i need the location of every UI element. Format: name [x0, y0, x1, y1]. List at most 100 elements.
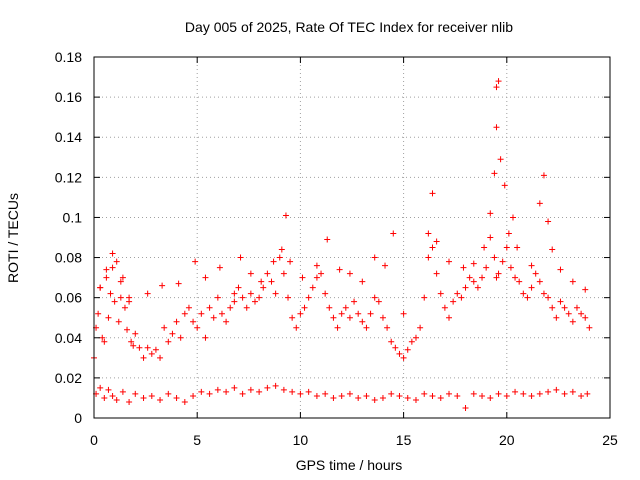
y-tick-label: 0.06	[55, 290, 82, 306]
data-point	[479, 392, 486, 399]
data-point	[247, 386, 254, 393]
data-point	[231, 298, 238, 305]
data-point	[297, 310, 304, 317]
x-tick-label: 15	[396, 432, 412, 448]
data-point	[109, 264, 116, 271]
data-point	[132, 330, 139, 337]
data-point	[101, 338, 108, 345]
y-tick-label: 0.1	[63, 209, 83, 225]
axes: 0 0.02 0.04 0.06 0.08 0.1 0.12 0.14 0.16 0.18 0 5 10…	[55, 49, 618, 448]
data-point	[330, 314, 337, 321]
data-point	[516, 278, 523, 285]
data-point	[359, 278, 366, 285]
data-point	[497, 156, 504, 163]
data-point	[371, 254, 378, 261]
data-point	[227, 304, 234, 311]
data-point	[140, 394, 147, 401]
data-point	[549, 304, 556, 311]
data-point	[268, 278, 275, 285]
data-point	[495, 270, 502, 277]
data-point	[514, 244, 521, 251]
data-point	[421, 294, 428, 301]
data-point	[532, 270, 539, 277]
y-tick-label: 0.16	[55, 89, 82, 105]
data-point	[493, 84, 500, 91]
data-point	[119, 388, 126, 395]
data-point	[231, 290, 238, 297]
data-point	[239, 390, 246, 397]
data-point	[417, 324, 424, 331]
data-point	[239, 294, 246, 301]
data-point	[505, 230, 512, 237]
data-point	[223, 318, 230, 325]
data-point	[272, 290, 279, 297]
y-tick-label: 0.18	[55, 49, 82, 65]
data-point	[144, 344, 151, 351]
data-point	[148, 392, 155, 399]
data-point	[474, 284, 481, 291]
data-point	[462, 284, 469, 291]
data-point	[299, 274, 306, 281]
data-point	[144, 290, 151, 297]
data-point	[454, 392, 461, 399]
data-point	[371, 294, 378, 301]
data-point	[565, 310, 572, 317]
data-point	[285, 294, 292, 301]
data-point	[540, 172, 547, 179]
data-point	[157, 396, 164, 403]
data-point	[289, 388, 296, 395]
data-point	[569, 388, 576, 395]
data-point	[289, 314, 296, 321]
data-point	[470, 260, 477, 267]
x-axis-label: GPS time / hours	[296, 457, 403, 473]
data-point	[450, 298, 457, 305]
data-point	[491, 254, 498, 261]
x-tick-label: 20	[499, 432, 515, 448]
data-point	[390, 230, 397, 237]
data-point	[192, 258, 199, 265]
data-point	[400, 310, 407, 317]
data-point	[165, 338, 172, 345]
y-tick-label: 0.02	[55, 370, 82, 386]
data-point	[437, 394, 444, 401]
data-point	[557, 298, 564, 305]
data-point	[342, 304, 349, 311]
data-point	[421, 390, 428, 397]
data-point	[433, 238, 440, 245]
data-point	[351, 298, 358, 305]
data-point	[159, 282, 166, 289]
data-point	[400, 354, 407, 361]
y-tick-label: 0	[74, 410, 82, 426]
data-point	[305, 294, 312, 301]
data-point	[429, 392, 436, 399]
data-point	[330, 394, 337, 401]
data-point	[124, 326, 131, 333]
data-point	[264, 384, 271, 391]
data-point	[194, 324, 201, 331]
data-point	[202, 274, 209, 281]
data-point	[545, 218, 552, 225]
data-point	[111, 298, 118, 305]
data-point	[152, 346, 159, 353]
data-point	[202, 334, 209, 341]
data-point	[280, 270, 287, 277]
data-point	[396, 392, 403, 399]
data-point	[528, 392, 535, 399]
data-point	[161, 324, 168, 331]
data-point	[528, 262, 535, 269]
data-point	[491, 170, 498, 177]
data-point	[99, 334, 106, 341]
data-point	[97, 284, 104, 291]
data-point	[287, 258, 294, 265]
data-point	[454, 290, 461, 297]
data-point	[470, 278, 477, 285]
data-point	[276, 254, 283, 261]
data-point	[119, 274, 126, 281]
grid	[94, 57, 610, 418]
data-point	[493, 274, 500, 281]
data-point	[573, 304, 580, 311]
data-point	[235, 284, 242, 291]
data-point	[487, 210, 494, 217]
data-point	[441, 304, 448, 311]
data-point	[458, 294, 465, 301]
